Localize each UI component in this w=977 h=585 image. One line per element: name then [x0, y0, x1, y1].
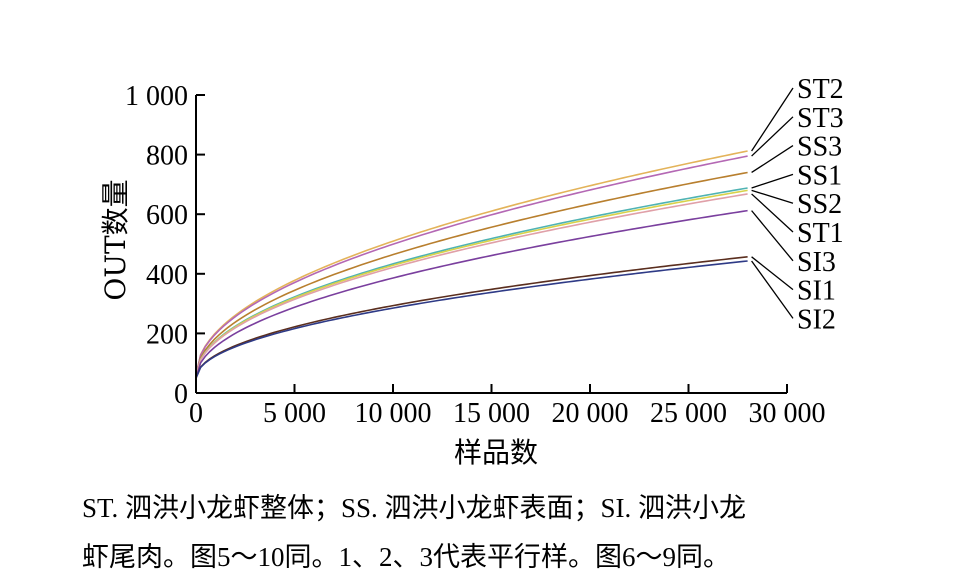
x-tick-label: 30 000: [749, 398, 826, 429]
y-tick-label: 200: [146, 319, 188, 350]
x-axis-label: 样品数: [454, 436, 538, 469]
series-label-si1: SI1: [797, 276, 836, 307]
series-line-st1: [195, 193, 748, 377]
series-line-si2: [195, 260, 748, 379]
series-line-si1: [195, 256, 748, 379]
y-ticks: 0 200 400 600 800 1 000: [125, 81, 205, 410]
series-label-ss1: SS1: [797, 160, 842, 191]
x-tick-label: 25 000: [650, 398, 727, 429]
series-label-st3: ST3: [797, 103, 844, 134]
x-tick-label: 15 000: [453, 398, 530, 429]
series-label-ss2: SS2: [797, 189, 842, 220]
leader-line-si2: [751, 260, 794, 319]
x-tick-label: 5 000: [263, 398, 326, 429]
series-line-st3: [195, 155, 748, 376]
caption-line-1: ST. 泗洪小龙虾整体；SS. 泗洪小龙虾表面；SI. 泗洪小龙: [82, 493, 747, 523]
series-label-st1: ST1: [797, 218, 844, 249]
x-tick-label: 0: [189, 398, 203, 429]
y-tick-label: 600: [146, 200, 188, 231]
series-line-ss3: [195, 171, 748, 377]
y-tick-label: 1 000: [125, 81, 188, 112]
leader-line-ss3: [751, 145, 794, 174]
series-line-ss1: [195, 187, 748, 377]
series-label-ss3: SS3: [797, 132, 842, 163]
leader-line-st1: [751, 193, 794, 233]
y-axis-label: OUT数量: [99, 179, 132, 300]
leader-line-si3: [751, 210, 794, 262]
series-label-st2: ST2: [797, 74, 844, 105]
leader-line-ss1: [751, 173, 794, 189]
leader-line-st2: [751, 87, 794, 152]
x-tick-label: 20 000: [552, 398, 629, 429]
y-tick-label: 0: [174, 379, 188, 410]
y-tick-label: 400: [146, 260, 188, 291]
series-curves: [195, 150, 748, 379]
x-ticks: 0 5 000 10 000 15 000 20 000 25 000 30 000: [189, 384, 826, 429]
x-tick-label: 10 000: [355, 398, 432, 429]
y-tick-label: 800: [146, 141, 188, 172]
leader-line-ss2: [751, 189, 794, 204]
leader-line-si1: [751, 256, 794, 291]
series-line-si3: [195, 209, 748, 379]
series-line-st2: [195, 150, 748, 376]
caption-line-2: 虾尾肉。图5～10同。1、2、3代表平行样。图6～9同。: [82, 542, 730, 572]
leader-line-st3: [751, 116, 794, 157]
series-line-ss2: [195, 189, 748, 377]
series-label-si3: SI3: [797, 247, 836, 278]
series-label-si2: SI2: [797, 304, 836, 335]
